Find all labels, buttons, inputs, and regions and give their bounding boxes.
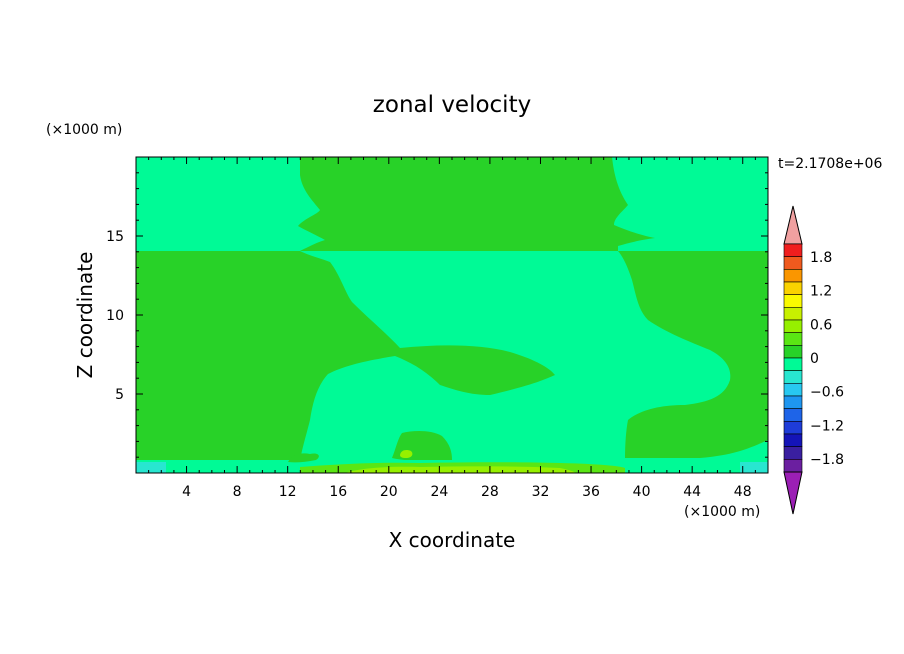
colorbar-swatch — [783, 383, 803, 397]
contour-blob-core — [400, 450, 413, 458]
colorbar-swatch — [783, 307, 803, 321]
colorbar-tick-label: −1.8 — [810, 452, 844, 468]
x-tick-label: 4 — [182, 484, 191, 500]
colorbar-swatch — [783, 408, 803, 422]
colorbar-swatch — [783, 395, 803, 409]
contour-surface-cyan-right — [740, 462, 768, 473]
colorbar-tick-label: −0.6 — [810, 385, 844, 401]
colorbar-tick-label: 1.8 — [810, 250, 832, 266]
x-tick-label: 28 — [481, 484, 499, 500]
y-axis-ticks: 5 10 15 — [106, 172, 768, 458]
colorbar: 1.8 1.2 0.6 0 −0.6 −1.2 −1.8 — [783, 205, 844, 515]
colorbar-swatch — [783, 256, 803, 270]
x-axis-title: X coordinate — [389, 528, 516, 552]
colorbar-swatch — [783, 243, 803, 257]
contour-surface-cyan-left — [136, 462, 166, 473]
colorbar-tick-label: 0 — [810, 351, 819, 367]
colorbar-swatch — [783, 370, 803, 384]
colorbar-swatch — [783, 269, 803, 283]
colorbar-swatch — [783, 459, 803, 473]
y-tick-label: 5 — [115, 387, 124, 403]
x-tick-label: 12 — [279, 484, 297, 500]
x-tick-label: 16 — [329, 484, 347, 500]
contour-ripple-patch — [288, 453, 319, 463]
x-axis-ticks: 4 8 12 16 20 24 28 32 36 40 44 48 — [148, 157, 756, 500]
colorbar-swatch — [783, 446, 803, 460]
y-tick-label: 10 — [106, 308, 124, 324]
colorbar-swatch — [783, 281, 803, 295]
colorbar-swatch — [783, 421, 803, 435]
x-tick-label: 36 — [582, 484, 600, 500]
contour-top-band — [298, 157, 655, 251]
colorbar-swatch — [783, 332, 803, 346]
colorbar-swatch — [783, 319, 803, 333]
y-tick-label: 15 — [106, 229, 124, 245]
contour-left-band — [136, 251, 555, 465]
x-tick-label: 44 — [683, 484, 701, 500]
colorbar-swatch — [783, 345, 803, 359]
colorbar-tick-label: 1.2 — [810, 284, 832, 300]
colorbar-tick-label: −1.2 — [810, 418, 844, 434]
x-tick-label: 48 — [734, 484, 752, 500]
chart-title: zonal velocity — [373, 92, 531, 118]
contour-right-band — [618, 251, 768, 458]
colorbar-swatch — [783, 294, 803, 308]
colorbar-min-arrow — [783, 471, 803, 515]
colorbar-tick-label: 0.6 — [810, 317, 832, 333]
x-tick-label: 8 — [233, 484, 242, 500]
time-label: t=2.1708e+06 — [778, 156, 882, 172]
contour-field — [136, 157, 768, 473]
y-axis-title: Z coordinate — [73, 252, 97, 379]
contour-surface-core — [345, 466, 576, 473]
x-tick-label: 40 — [633, 484, 651, 500]
x-tick-label: 32 — [532, 484, 550, 500]
x-tick-label: 20 — [380, 484, 398, 500]
colorbar-swatch — [783, 357, 803, 371]
y-unit-label: (×1000 m) — [46, 122, 122, 138]
colorbar-max-arrow — [783, 205, 803, 245]
x-tick-label: 24 — [430, 484, 448, 500]
x-unit-label: (×1000 m) — [684, 504, 760, 520]
colorbar-swatch — [783, 433, 803, 447]
